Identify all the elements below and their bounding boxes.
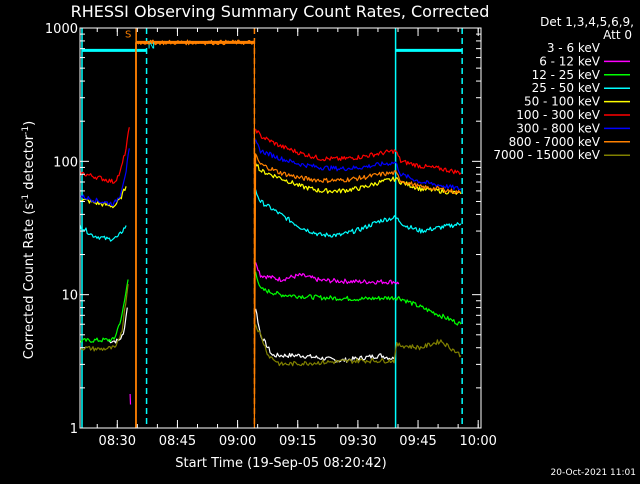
annotation-s: S [125,29,131,40]
chart-title: RHESSI Observing Summary Count Rates, Co… [71,2,490,21]
y-tick-label-2: 100 [53,155,78,170]
footer-date: 20-Oct-2021 11:01 [551,468,636,478]
x-tick-label-3: 09:15 [279,434,316,449]
y-axis-label-sup2: -1 [21,126,31,135]
y-axis-label-main: Corrected Count Rate (s [22,203,37,360]
legend-label-8: 800 - 7000 keV [509,135,601,149]
y-tick-label-0: 1 [70,422,78,437]
legend-label-4: 25 - 50 keV [532,81,601,95]
legend-label-6: 100 - 300 keV [516,108,600,122]
y-axis-label-mid: detector [22,134,37,194]
legend-label-9: 7000 - 15000 keV [493,148,600,162]
legend-label-7: 300 - 800 keV [516,121,600,135]
legend-label-5: 50 - 100 keV [524,95,601,109]
x-axis-label: Start Time (19-Sep-05 08:20:42) [175,456,386,471]
y-tick-label-1: 10 [61,289,78,304]
legend-label-3: 12 - 25 keV [532,68,601,82]
y-axis-label-end: ) [22,121,37,126]
y-axis-label-sup1: -1 [21,194,31,203]
legend-header-line-1: Det 1,3,4,5,6,9, [540,15,634,29]
legend-header-line-2: Att 0 [603,28,632,42]
y-axis-label: Corrected Count Rate (s-1 detector-1) [21,121,37,359]
x-tick-label-1: 08:45 [159,434,196,449]
legend-label-2: 6 - 12 keV [539,54,601,68]
y-tick-label-3: 1000 [45,22,78,37]
legend-label-1: 3 - 6 keV [547,41,601,55]
x-tick-label-6: 10:00 [459,434,496,449]
x-tick-label-5: 09:45 [399,434,436,449]
x-tick-label-2: 09:00 [219,434,256,449]
x-tick-label-0: 08:30 [99,434,136,449]
x-tick-label-4: 09:30 [339,434,376,449]
